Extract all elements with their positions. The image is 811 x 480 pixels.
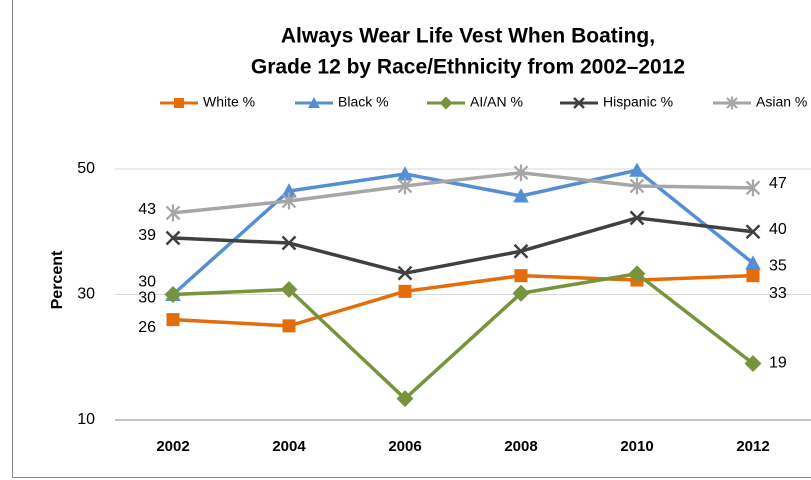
legend-marker [573, 97, 585, 109]
legend-label: Asian % [756, 94, 807, 110]
legend-label: Black % [338, 94, 389, 110]
x-tick-label: 2002 [156, 438, 189, 455]
legend-label: AI/AN % [470, 94, 523, 110]
data-point [512, 284, 530, 302]
data-point [628, 265, 646, 283]
data-label: 40 [769, 221, 787, 238]
data-point [513, 243, 529, 259]
chart-title: Always Wear Life Vest When Boating, [281, 25, 655, 48]
y-axis-label: Percent [49, 250, 66, 309]
legend-marker [308, 97, 320, 108]
series-line [172, 216, 754, 275]
data-point [166, 313, 180, 327]
x-tick-label: 2004 [272, 438, 306, 455]
legend-marker [174, 98, 184, 108]
x-tick-label: 2008 [504, 438, 537, 455]
data-point [398, 284, 412, 298]
data-point [165, 230, 181, 246]
y-tick-label: 50 [77, 160, 95, 177]
data-label: 19 [769, 355, 787, 372]
data-label: 35 [769, 257, 787, 274]
y-tick-label: 30 [77, 286, 95, 303]
series-line [172, 272, 755, 401]
data-label: 26 [138, 319, 156, 336]
data-label: 39 [138, 227, 156, 244]
series-line [172, 171, 754, 215]
data-point [164, 286, 182, 303]
data-point [282, 319, 296, 333]
data-point [281, 235, 297, 251]
legend-label: Hispanic % [603, 94, 673, 110]
data-point [396, 390, 414, 408]
data-label: 47 [769, 175, 787, 192]
data-label: 43 [138, 201, 156, 218]
data-point [745, 179, 761, 197]
data-point [745, 255, 761, 270]
data-label: 33 [769, 285, 787, 302]
data-point [629, 210, 645, 226]
data-point [746, 269, 760, 283]
data-point [397, 265, 413, 281]
data-point [514, 269, 528, 283]
data-point [745, 224, 761, 240]
data-point [397, 166, 413, 181]
data-point [280, 281, 298, 298]
legend-label: White % [203, 94, 255, 110]
legend-marker [439, 96, 453, 110]
data-point [744, 355, 762, 372]
x-tick-label: 2012 [736, 438, 769, 455]
data-point [281, 183, 297, 198]
series-line [172, 273, 754, 328]
data-point [397, 177, 413, 195]
data-point [513, 188, 529, 203]
data-point [629, 162, 645, 177]
data-point [629, 177, 645, 195]
data-point [165, 204, 181, 222]
x-tick-label: 2006 [388, 438, 421, 455]
data-point [281, 192, 297, 210]
x-tick-label: 2010 [620, 438, 653, 455]
data-label: 30 [138, 290, 156, 307]
y-tick-label: 10 [77, 411, 95, 428]
chart-title: Grade 12 by Race/Ethnicity from 2002–201… [251, 56, 685, 79]
data-point [513, 164, 529, 182]
data-label: 30 [138, 274, 156, 291]
legend-marker [726, 96, 738, 110]
